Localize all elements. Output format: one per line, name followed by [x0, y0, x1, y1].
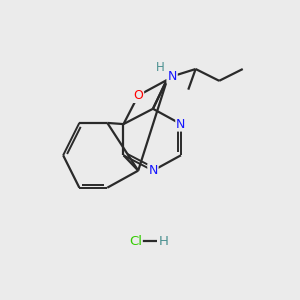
Text: Cl: Cl [129, 235, 142, 248]
Text: H: H [159, 235, 169, 248]
Text: N: N [176, 118, 186, 130]
Text: H: H [156, 61, 165, 74]
Text: N: N [148, 164, 158, 177]
Text: N: N [167, 70, 177, 83]
Text: O: O [133, 89, 143, 102]
